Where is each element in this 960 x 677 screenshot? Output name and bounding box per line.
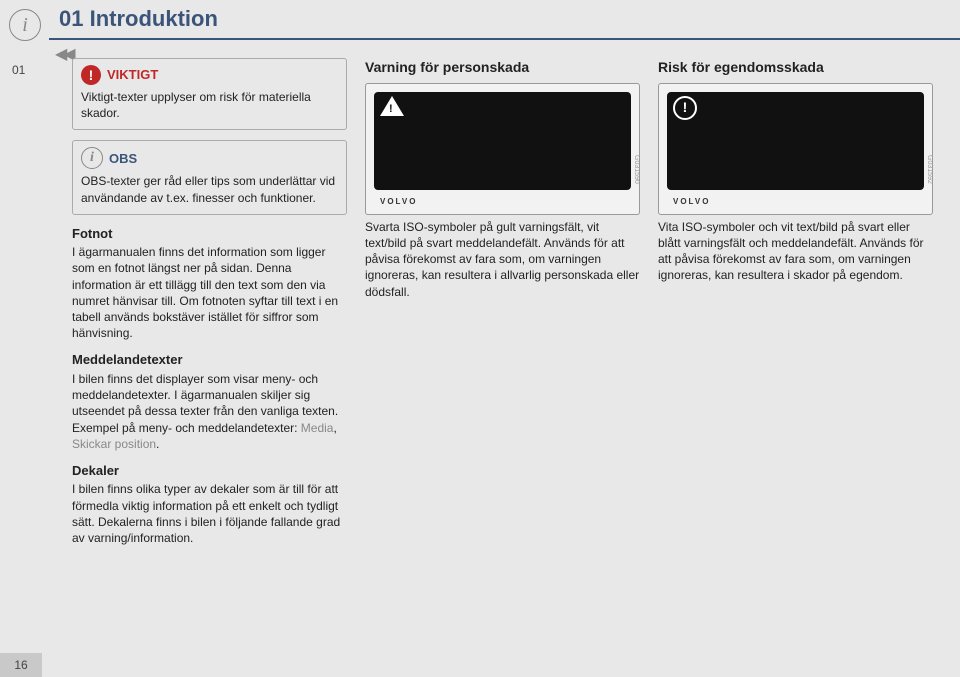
column-1: ! VIKTIGT Viktigt-texter upplyser om ris… (72, 58, 347, 552)
col2-text: Svarta ISO-symboler på gult varningsfält… (365, 219, 640, 300)
fotnot-heading: Fotnot (72, 225, 347, 243)
info-icon: i (9, 9, 39, 39)
dekaler-text: I bilen finns olika typer av dekaler som… (72, 481, 347, 546)
title-bar: 01 Introduktion (49, 0, 960, 40)
info-small-icon: i (81, 147, 103, 169)
chapter-number: 01 (12, 63, 25, 77)
meddelande-text: I bilen finns det displayer som visar me… (72, 371, 347, 452)
decal-code: G031590 (632, 155, 640, 184)
meddelande-heading: Meddelandetexter (72, 351, 347, 369)
col2-heading: Varning för personskada (365, 58, 640, 77)
page-title: 01 Introduktion (59, 6, 218, 32)
column-2: Varning för personskada VOLVO G031590 Sv… (365, 58, 640, 306)
decal-egendom: ! VOLVO G031592 (658, 83, 933, 215)
nav-arrows-icon: ◀◀ (55, 44, 72, 64)
viktigt-text: Viktigt-texter upplyser om risk för mate… (81, 89, 338, 121)
obs-text: OBS-texter ger råd eller tips som underl… (81, 173, 338, 205)
col3-heading: Risk för egendomsskada (658, 58, 933, 77)
viktigt-callout: ! VIKTIGT Viktigt-texter upplyser om ris… (72, 58, 347, 130)
col3-text: Vita ISO-symboler och vit text/bild på s… (658, 219, 933, 284)
volvo-logo: VOLVO (673, 197, 710, 208)
decal-code: G031592 (925, 155, 933, 184)
viktigt-label: VIKTIGT (107, 66, 158, 84)
volvo-logo: VOLVO (380, 197, 417, 208)
page-number: 16 (0, 653, 42, 677)
warning-triangle-icon (380, 96, 404, 116)
decal-personskada: VOLVO G031590 (365, 83, 640, 215)
exclaim-icon: ! (81, 65, 101, 85)
page: i 01 01 Introduktion ◀◀ ! VIKTIGT Viktig… (0, 0, 960, 677)
warning-circle-icon: ! (673, 96, 697, 120)
column-3: Risk för egendomsskada ! VOLVO G031592 V… (658, 58, 933, 290)
dekaler-heading: Dekaler (72, 462, 347, 480)
obs-label: OBS (109, 150, 137, 168)
obs-callout: i OBS OBS-texter ger råd eller tips som … (72, 140, 347, 214)
fotnot-text: I ägarmanualen finns det information som… (72, 244, 347, 341)
